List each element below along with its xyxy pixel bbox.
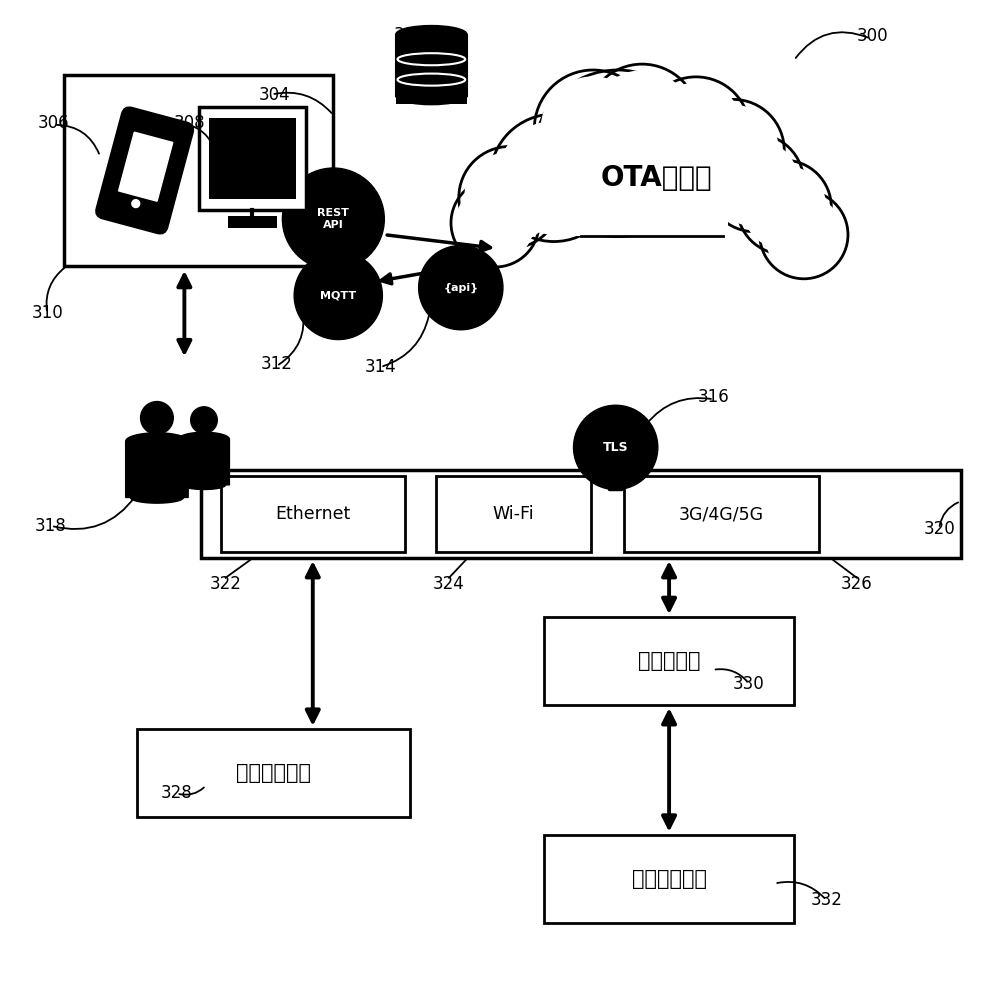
Circle shape	[737, 160, 831, 255]
Circle shape	[642, 77, 750, 185]
Circle shape	[649, 84, 743, 178]
Text: 328: 328	[161, 784, 192, 802]
Text: 316: 316	[698, 388, 730, 406]
Circle shape	[541, 77, 645, 181]
Circle shape	[459, 146, 561, 249]
Bar	[228, 216, 277, 228]
Bar	[137, 728, 410, 817]
Circle shape	[465, 152, 555, 242]
Bar	[436, 476, 591, 552]
Circle shape	[712, 140, 798, 226]
Circle shape	[191, 407, 217, 434]
Circle shape	[765, 196, 843, 273]
Bar	[576, 174, 728, 236]
Bar	[199, 107, 306, 210]
Bar	[119, 132, 173, 202]
Bar	[64, 75, 333, 266]
Bar	[576, 179, 728, 236]
Text: 332: 332	[810, 892, 842, 909]
Text: 308: 308	[173, 114, 205, 132]
Bar	[544, 617, 794, 705]
Circle shape	[451, 179, 539, 267]
Text: 304: 304	[259, 86, 290, 103]
Ellipse shape	[396, 87, 467, 104]
Text: 330: 330	[733, 674, 765, 693]
Bar	[544, 835, 794, 923]
Circle shape	[141, 401, 173, 434]
Circle shape	[132, 200, 140, 207]
Text: 322: 322	[210, 575, 241, 593]
Text: Ethernet: Ethernet	[275, 505, 350, 523]
Text: MQTT: MQTT	[320, 290, 356, 301]
Text: 314: 314	[365, 358, 396, 376]
Circle shape	[585, 64, 699, 178]
Polygon shape	[179, 433, 229, 490]
Text: 物联网设备二: 物联网设备二	[632, 869, 707, 889]
Text: 物联网网关: 物联网网关	[638, 651, 700, 671]
Text: 302: 302	[394, 26, 426, 43]
Bar	[201, 470, 961, 558]
Ellipse shape	[396, 26, 467, 43]
Circle shape	[574, 405, 658, 490]
Circle shape	[743, 166, 826, 249]
Circle shape	[618, 94, 745, 222]
Text: 310: 310	[31, 304, 63, 322]
Text: 318: 318	[35, 517, 67, 535]
Circle shape	[544, 80, 691, 227]
Circle shape	[760, 191, 848, 279]
Text: 324: 324	[433, 575, 465, 593]
Text: REST
API: REST API	[317, 208, 349, 230]
Circle shape	[706, 134, 804, 232]
Text: {api}: {api}	[443, 282, 478, 293]
Circle shape	[682, 99, 784, 202]
Circle shape	[456, 184, 534, 261]
Bar	[209, 118, 296, 199]
Text: 物联网设备一: 物联网设备一	[236, 763, 311, 782]
Circle shape	[490, 114, 618, 242]
Text: OTA云服务: OTA云服务	[601, 164, 713, 192]
Circle shape	[534, 70, 701, 237]
Circle shape	[419, 246, 503, 329]
Bar	[221, 476, 405, 552]
Circle shape	[625, 102, 737, 214]
Text: 306: 306	[38, 114, 70, 132]
Bar	[396, 34, 467, 104]
FancyBboxPatch shape	[97, 108, 193, 233]
Text: 300: 300	[857, 27, 888, 44]
Text: 326: 326	[841, 575, 873, 593]
Bar	[624, 476, 819, 552]
Circle shape	[294, 252, 382, 339]
Circle shape	[498, 122, 610, 234]
Polygon shape	[126, 433, 188, 503]
Text: 312: 312	[261, 355, 292, 374]
Text: TLS: TLS	[603, 441, 628, 454]
Text: 3G/4G/5G: 3G/4G/5G	[679, 505, 764, 523]
Text: Wi-Fi: Wi-Fi	[493, 505, 535, 523]
Circle shape	[592, 71, 692, 171]
Circle shape	[688, 105, 778, 196]
Circle shape	[282, 168, 384, 270]
Text: 320: 320	[923, 520, 955, 538]
Circle shape	[534, 70, 652, 188]
